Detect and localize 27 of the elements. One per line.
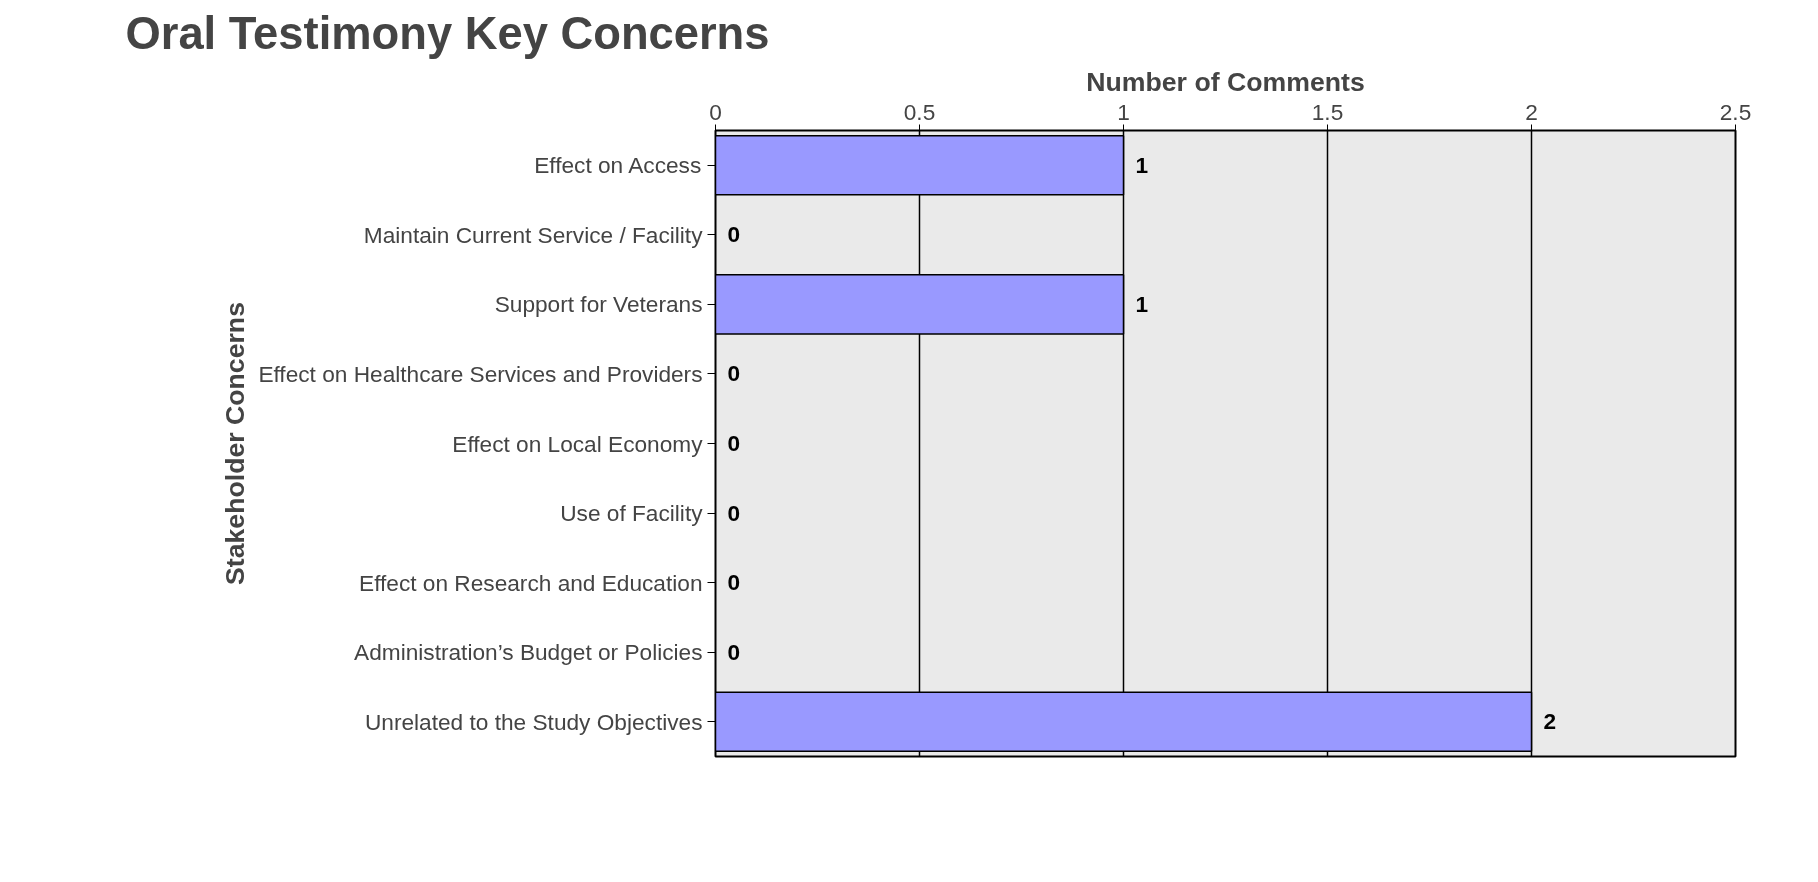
data-label: 0 (727, 638, 741, 665)
y-tick-label: Maintain Current Service / Facility (363, 221, 704, 248)
x-tick-label: 2 (1525, 98, 1538, 125)
data-label: 0 (727, 360, 741, 387)
x-axis-title: Number of Comments (1086, 66, 1365, 97)
chart-title: Oral Testimony Key Concerns (125, 7, 770, 59)
x-tick-label: 2.5 (1719, 98, 1752, 125)
y-tick-label: Effect on Research and Education (359, 569, 703, 596)
y-tick-label: Administration’s Budget or Policies (354, 639, 703, 666)
y-axis-title: Stakeholder Concerns (220, 302, 251, 585)
x-tick-label: 1 (1117, 98, 1130, 125)
data-label: 0 (727, 569, 741, 596)
data-label: 1 (1135, 151, 1149, 178)
data-label: 0 (727, 221, 741, 248)
data-label: 0 (727, 430, 741, 456)
y-tick-label: Effect on Access (534, 152, 702, 179)
y-tick-label: Effect on Local Economy (452, 430, 704, 457)
y-tick-label: Unrelated to the Study Objectives (364, 708, 703, 735)
x-tick-label: 0.5 (903, 98, 936, 125)
y-tick-label: Support for Veterans (494, 291, 703, 318)
x-tick-label: 0 (709, 98, 722, 125)
y-tick-label: Use of Facility (560, 500, 704, 527)
x-tick-label: 1.5 (1311, 98, 1344, 125)
data-label: 0 (727, 499, 741, 526)
y-tick-label: Effect on Healthcare Services and Providers (258, 360, 703, 387)
data-label: 2 (1543, 708, 1557, 735)
data-label: 1 (1135, 290, 1149, 317)
